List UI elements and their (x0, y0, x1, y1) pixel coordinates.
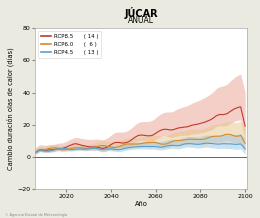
Y-axis label: Cambio duración olas de calor (días): Cambio duración olas de calor (días) (7, 47, 15, 170)
Legend: RCP8.5      ( 14 ), RCP6.0      (  6 ), RCP4.5      ( 13 ): RCP8.5 ( 14 ), RCP6.0 ( 6 ), RCP4.5 ( 13… (38, 31, 101, 58)
Text: ANUAL: ANUAL (128, 16, 154, 25)
Title: JÚCAR: JÚCAR (125, 7, 158, 19)
Text: © Agencia Estatal de Meteorología: © Agencia Estatal de Meteorología (5, 213, 67, 217)
X-axis label: Año: Año (135, 201, 148, 207)
